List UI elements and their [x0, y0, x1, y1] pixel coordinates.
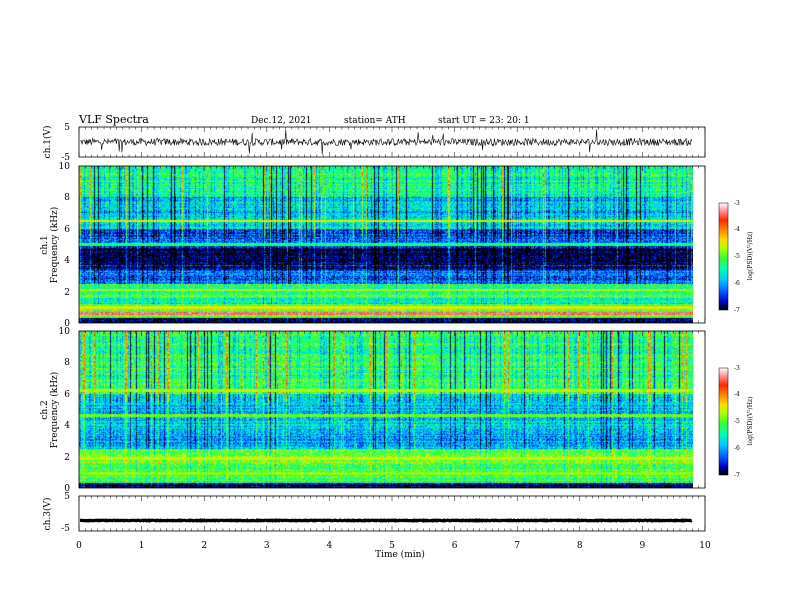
ch2-spectrogram-image: [79, 331, 693, 488]
tick-marks: [78, 127, 706, 531]
header-start-ut: start UT = 23: 20: 1: [438, 116, 530, 126]
ch2-cb-tick-m5: -5: [734, 418, 740, 425]
ch3-ylabel: ch.3(V): [42, 498, 53, 531]
ch2-spec-ytick-6: 6: [64, 390, 70, 400]
header-station: station= ATH: [344, 116, 406, 126]
x-tick-label-7: 7: [514, 541, 520, 551]
ch2-spec-ylabel: Frequency (kHz): [49, 372, 60, 449]
x-tick-label-0: 0: [76, 541, 82, 551]
axis-tick-marks: [78, 127, 706, 531]
ch1-colorbar-gradient: [718, 202, 729, 311]
ch1-spec-ytick-2: 2: [64, 288, 70, 298]
ch2-colorbar-gradient: [718, 367, 729, 476]
ch2-spec-ytick-2: 2: [64, 453, 70, 463]
ch3-ytick-top: 5: [64, 492, 70, 502]
ch1-cb-tick-m4: -4: [734, 226, 740, 233]
ch1-cb-label: log(PSD)(V²/Hz): [747, 232, 754, 281]
ch2-cb-label: log(PSD)(V²/Hz): [747, 397, 754, 446]
ch1-spec-ytick-4: 4: [64, 256, 70, 266]
ch1-cb-tick-m3: -3: [734, 200, 740, 207]
ch2-cb-tick-m3: -3: [734, 365, 740, 372]
time-axis: Time (min) 0 1 2 3 4 5 6 7 8 9 10: [76, 541, 711, 560]
ch2-spec-channel-label: ch.2: [40, 400, 50, 419]
ch2-spectrogram-panel: 0 2 4 6 8 10 ch.2 Frequency (kHz): [40, 327, 706, 494]
ch1-spectrogram-image: [79, 166, 693, 323]
ch1-cb-tick-m6: -6: [734, 280, 740, 287]
ch1-cb-tick-m7: -7: [734, 307, 740, 314]
ch1-colorbar: -3 -4 -5 -6 -7 log(PSD)(V²/Hz): [718, 200, 754, 314]
ch2-colorbar: -3 -4 -5 -6 -7 log(PSD)(V²/Hz): [718, 365, 754, 479]
ch1-waveform-trace: [79, 129, 693, 155]
ch1-spec-channel-label: ch.1: [40, 235, 50, 254]
x-tick-label-5: 5: [389, 541, 395, 551]
ch1-ylabel: ch.1(V): [42, 126, 53, 159]
x-tick-label-1: 1: [139, 541, 145, 551]
x-axis-label: Time (min): [375, 549, 425, 560]
ch2-cb-tick-m7: -7: [734, 472, 740, 479]
ch2-cb-tick-m6: -6: [734, 445, 740, 452]
x-tick-label-4: 4: [327, 541, 333, 551]
ch1-spec-ytick-6: 6: [64, 225, 70, 235]
ch1-ytick-bottom: -5: [61, 153, 70, 163]
ch1-spectrogram-panel: 0 2 4 6 8 10 ch.1 Frequency (kHz): [40, 162, 706, 329]
ch2-spec-ytick-4: 4: [64, 421, 70, 431]
ch1-ytick-top: 5: [64, 123, 70, 133]
x-tick-label-9: 9: [640, 541, 646, 551]
ch2-spec-ytick-8: 8: [64, 358, 70, 368]
ch2-cb-tick-m4: -4: [734, 391, 740, 398]
ch1-spec-ytick-10: 10: [59, 162, 71, 172]
ch1-spec-ylabel: Frequency (kHz): [49, 207, 60, 284]
x-tick-label-8: 8: [577, 541, 583, 551]
figure-title: VLF Spectra: [78, 113, 149, 126]
ch1-cb-tick-m5: -5: [734, 253, 740, 260]
x-tick-label-2: 2: [201, 541, 207, 551]
x-tick-label-10: 10: [699, 541, 711, 551]
ch2-spec-ytick-0: 0: [64, 484, 70, 494]
ch3-waveform-trace: [80, 518, 693, 523]
ch2-spec-ytick-10: 10: [59, 327, 71, 337]
ch3-waveform-frame: [78, 495, 706, 532]
header-date: Dec.12, 2021: [251, 116, 312, 126]
ch1-spec-ytick-8: 8: [64, 193, 70, 203]
x-tick-label-3: 3: [264, 541, 270, 551]
x-tick-label-6: 6: [452, 541, 458, 551]
ch3-ytick-bottom: -5: [61, 524, 70, 534]
ch1-spec-ytick-0: 0: [64, 319, 70, 329]
